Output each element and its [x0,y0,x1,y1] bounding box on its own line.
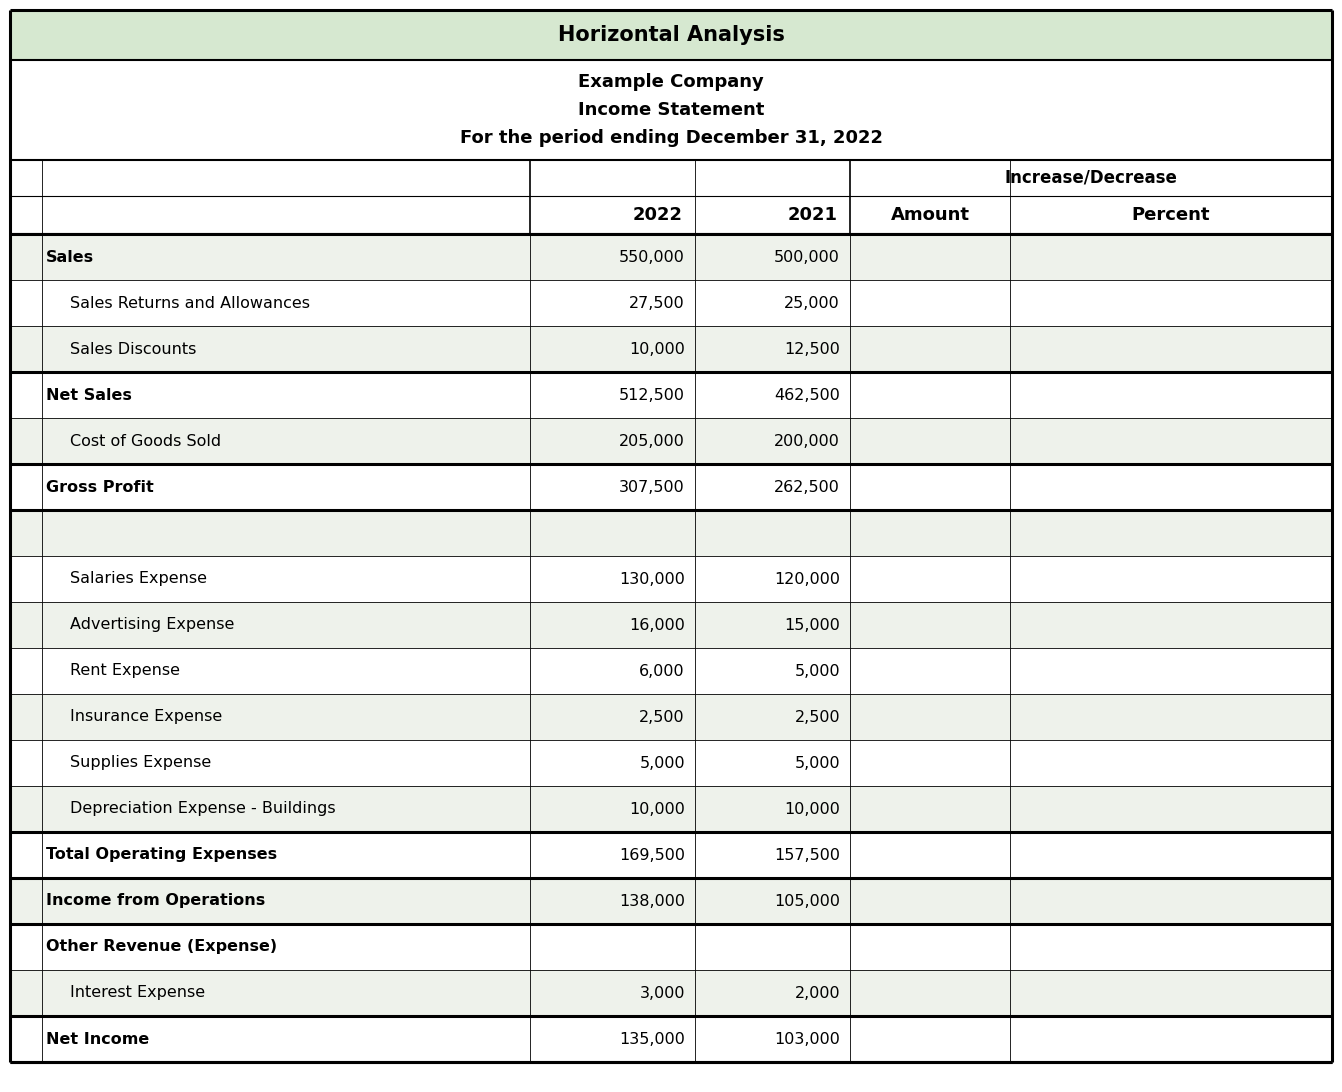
Bar [9,740,1333,786]
Text: 10,000: 10,000 [784,802,840,817]
Text: 103,000: 103,000 [774,1032,840,1046]
Bar [9,648,1333,695]
Bar [9,786,1333,832]
Text: 2,500: 2,500 [794,710,840,724]
Text: 3,000: 3,000 [640,985,684,1000]
Text: Supplies Expense: Supplies Expense [70,756,211,771]
Text: 262,500: 262,500 [774,479,840,495]
Bar [9,695,1333,740]
Text: Amount: Amount [891,206,969,224]
Text: 135,000: 135,000 [619,1032,684,1046]
Text: Interest Expense: Interest Expense [70,985,205,1000]
Text: 2,000: 2,000 [794,985,840,1000]
Bar [9,234,1333,280]
Text: 462,500: 462,500 [774,388,840,403]
Bar [9,60,1333,161]
Text: Insurance Expense: Insurance Expense [70,710,223,724]
Text: 2022: 2022 [633,206,683,224]
Text: Horizontal Analysis: Horizontal Analysis [557,25,785,45]
Bar [9,280,1333,327]
Text: 512,500: 512,500 [619,388,684,403]
Bar [9,510,1333,556]
Bar [9,878,1333,924]
Text: Income Statement: Income Statement [578,100,764,119]
Bar [9,195,1333,234]
Text: 6,000: 6,000 [639,664,684,678]
Bar [9,556,1333,602]
Text: Salaries Expense: Salaries Expense [70,571,207,586]
Text: 5,000: 5,000 [794,756,840,771]
Text: Increase/Decrease: Increase/Decrease [1005,169,1177,187]
Bar [9,1016,1333,1063]
Bar [9,464,1333,510]
Text: Sales: Sales [46,249,94,264]
Text: For the period ending December 31, 2022: For the period ending December 31, 2022 [459,129,883,147]
Bar [9,327,1333,372]
Bar [9,832,1333,878]
Text: 130,000: 130,000 [619,571,684,586]
Text: Percent: Percent [1131,206,1210,224]
Bar [9,372,1333,418]
Text: Total Operating Expenses: Total Operating Expenses [46,847,278,863]
Text: Other Revenue (Expense): Other Revenue (Expense) [46,939,278,954]
Text: 10,000: 10,000 [629,342,684,356]
Text: 169,500: 169,500 [619,847,684,863]
Text: Example Company: Example Company [578,73,764,91]
Bar [9,161,1333,195]
Text: Sales Returns and Allowances: Sales Returns and Allowances [70,296,310,310]
Text: 105,000: 105,000 [774,893,840,909]
Text: 205,000: 205,000 [619,434,684,449]
Text: Sales Discounts: Sales Discounts [70,342,196,356]
Text: 15,000: 15,000 [784,617,840,632]
Text: Cost of Goods Sold: Cost of Goods Sold [70,434,221,449]
Text: Net Income: Net Income [46,1032,149,1046]
Text: Net Sales: Net Sales [46,388,132,403]
Text: Income from Operations: Income from Operations [46,893,266,909]
Text: 200,000: 200,000 [774,434,840,449]
Text: 2,500: 2,500 [639,710,684,724]
Text: Advertising Expense: Advertising Expense [70,617,235,632]
Text: Depreciation Expense - Buildings: Depreciation Expense - Buildings [70,802,336,817]
Text: Gross Profit: Gross Profit [46,479,154,495]
Text: 27,500: 27,500 [629,296,684,310]
Text: 5,000: 5,000 [639,756,684,771]
Text: 5,000: 5,000 [794,664,840,678]
Text: 2021: 2021 [788,206,837,224]
Text: 550,000: 550,000 [619,249,684,264]
Text: 10,000: 10,000 [629,802,684,817]
Bar [9,10,1333,60]
Bar [9,418,1333,464]
Text: 157,500: 157,500 [774,847,840,863]
Text: 25,000: 25,000 [784,296,840,310]
Text: 16,000: 16,000 [629,617,684,632]
Text: 120,000: 120,000 [774,571,840,586]
Bar [9,970,1333,1016]
Bar [9,602,1333,648]
Bar [9,924,1333,970]
Text: 138,000: 138,000 [619,893,684,909]
Text: Rent Expense: Rent Expense [70,664,180,678]
Text: 12,500: 12,500 [784,342,840,356]
Text: 500,000: 500,000 [774,249,840,264]
Text: 307,500: 307,500 [619,479,684,495]
